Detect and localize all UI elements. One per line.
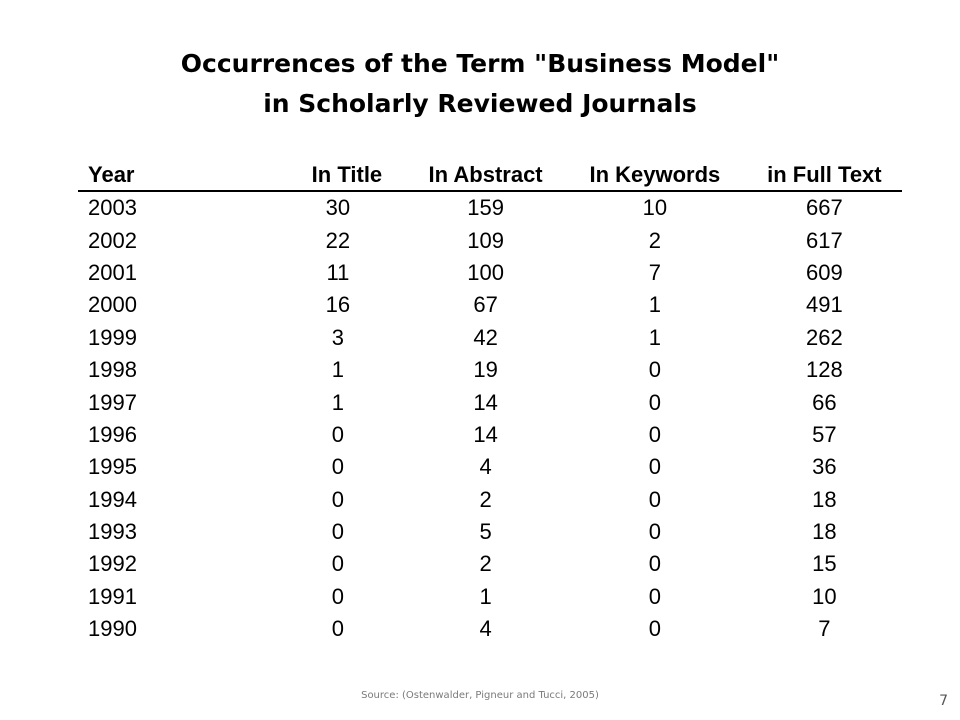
cell-in-keywords: 0 [648, 454, 661, 480]
cell-in-abstract: 100 [467, 259, 504, 285]
cell-in-title: 11 [326, 259, 350, 285]
cell-in-abstract: 109 [467, 227, 504, 253]
cell-in-abstract: 2 [479, 551, 492, 577]
cell-in-title: 0 [331, 583, 345, 609]
cell-in-full-text: 18 [812, 519, 837, 545]
cell-in-full-text: 491 [806, 292, 843, 318]
cell-in-title: 22 [325, 227, 351, 253]
cell-in-abstract: 14 [473, 389, 498, 415]
cell-in-keywords: 0 [648, 486, 661, 512]
cell-in-abstract: 5 [479, 519, 492, 545]
cell-year: 1993 [88, 519, 137, 545]
title-line-2: in Scholarly Reviewed Journals [263, 89, 697, 118]
header-in-abstract: In Abstract [408, 159, 563, 192]
table-body: 2003 30 159 10 667 2002 22 109 2 617 2001 11 100 7 609… [78, 191, 902, 645]
cell-in-full-text: 15 [812, 551, 837, 577]
cell-in-abstract: 14 [473, 421, 498, 447]
cell-in-keywords: 0 [648, 616, 661, 642]
cell-in-keywords: 0 [648, 583, 661, 609]
table-row: 2000 16 67 1 491 [78, 289, 902, 321]
cell-in-title: 0 [331, 551, 345, 577]
cell-year: 2003 [88, 195, 137, 221]
cell-in-title: 0 [331, 421, 345, 447]
cell-in-full-text: 10 [812, 583, 837, 609]
cell-year: 1998 [88, 357, 137, 383]
cell-year: 1991 [88, 583, 137, 609]
source-citation: Source: (Ostenwalder, Pigneur and Tucci,… [361, 690, 599, 701]
table-row: 1993 0 5 0 18 [78, 516, 902, 548]
cell-year: 2002 [88, 227, 137, 253]
cell-in-keywords: 10 [642, 195, 668, 221]
occurrences-table-container: Year In Title In Abstract In Keywords in… [78, 159, 902, 645]
cell-in-title: 1 [331, 357, 345, 383]
cell-in-full-text: 617 [806, 227, 843, 253]
cell-year: 1997 [88, 389, 137, 415]
cell-in-abstract: 67 [473, 292, 498, 318]
cell-year: 1996 [88, 421, 137, 447]
cell-in-title: 16 [325, 292, 351, 318]
table-row: 2001 11 100 7 609 [78, 257, 902, 289]
cell-in-full-text: 262 [806, 324, 843, 350]
cell-in-full-text: 609 [806, 259, 843, 285]
cell-year: 1992 [88, 551, 137, 577]
cell-in-keywords: 0 [648, 519, 661, 545]
header-in-title: In Title [267, 159, 409, 192]
cell-in-keywords: 0 [648, 421, 661, 447]
occurrences-table: Year In Title In Abstract In Keywords in… [78, 159, 902, 645]
table-row: 1996 0 14 0 57 [78, 419, 902, 451]
table-row: 1995 0 4 0 36 [78, 451, 902, 483]
cell-in-title: 3 [331, 324, 345, 350]
header-year: Year [78, 159, 268, 192]
cell-in-full-text: 36 [812, 454, 837, 480]
cell-year: 2001 [88, 259, 137, 285]
table-row: 1990 0 4 0 7 [78, 613, 902, 645]
table-row: 1991 0 1 0 10 [78, 581, 902, 613]
cell-year: 1999 [88, 324, 137, 350]
cell-in-abstract: 159 [467, 195, 504, 221]
cell-in-title: 0 [331, 486, 345, 512]
cell-year: 2000 [88, 292, 137, 318]
table-row: 1998 1 19 0 128 [78, 354, 902, 386]
cell-in-title: 0 [331, 454, 345, 480]
table-header-row: Year In Title In Abstract In Keywords in… [78, 159, 902, 192]
cell-in-keywords: 1 [648, 292, 661, 318]
cell-in-full-text: 7 [818, 616, 831, 642]
title-line-1: Occurrences of the Term "Business Model" [180, 49, 780, 78]
header-in-keywords: In Keywords [562, 159, 747, 192]
cell-in-full-text: 18 [812, 486, 837, 512]
table-row: 1999 3 42 1 262 [78, 322, 902, 354]
page-number: 7 [939, 693, 948, 709]
cell-in-title: 30 [325, 195, 351, 221]
cell-in-keywords: 7 [648, 259, 661, 285]
cell-in-full-text: 667 [806, 195, 843, 221]
cell-in-full-text: 128 [806, 357, 843, 383]
cell-in-abstract: 2 [479, 486, 492, 512]
table-row: 2003 30 159 10 667 [78, 191, 902, 224]
cell-year: 1994 [88, 486, 137, 512]
cell-in-title: 0 [331, 519, 345, 545]
cell-year: 1990 [88, 616, 137, 642]
table-row: 1992 0 2 0 15 [78, 548, 902, 580]
table-row: 1994 0 2 0 18 [78, 484, 902, 516]
cell-in-full-text: 57 [812, 421, 837, 447]
cell-in-full-text: 66 [812, 389, 837, 415]
table-row: 2002 22 109 2 617 [78, 224, 902, 256]
cell-in-keywords: 0 [648, 551, 661, 577]
cell-in-keywords: 1 [648, 324, 661, 350]
cell-in-title: 0 [331, 616, 345, 642]
cell-in-abstract: 1 [479, 583, 492, 609]
cell-in-abstract: 19 [473, 357, 498, 383]
cell-in-keywords: 0 [648, 357, 661, 383]
table-row: 1997 1 14 0 66 [78, 386, 902, 418]
cell-in-abstract: 4 [479, 454, 492, 480]
cell-in-abstract: 4 [479, 616, 492, 642]
cell-in-title: 1 [331, 389, 345, 415]
cell-in-keywords: 2 [648, 227, 661, 253]
cell-in-keywords: 0 [648, 389, 661, 415]
slide-title: Occurrences of the Term "Business Model"… [0, 44, 960, 124]
cell-in-abstract: 42 [473, 324, 498, 350]
header-in-full-text: in Full Text [746, 159, 902, 192]
cell-year: 1995 [88, 454, 137, 480]
